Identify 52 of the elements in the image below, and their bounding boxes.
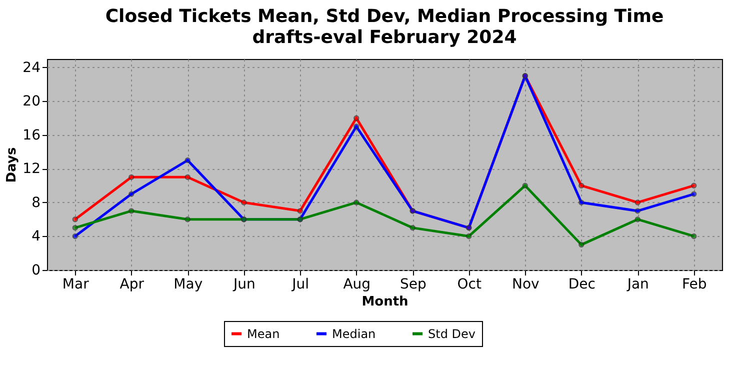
point: [184, 157, 190, 164]
point: [72, 233, 78, 240]
y-tick-label: 4: [32, 228, 41, 245]
point: [128, 174, 134, 180]
point: [578, 242, 584, 248]
y-tick-label: 24: [22, 60, 41, 76]
point: [522, 182, 528, 188]
point: [354, 124, 360, 130]
point: [691, 191, 697, 197]
x-tick-label: May: [174, 276, 203, 292]
point: [297, 208, 303, 214]
point: [184, 216, 190, 222]
point: [691, 182, 697, 188]
x-tick-label: Jun: [232, 276, 256, 292]
point: [634, 200, 640, 206]
x-tick-label: Dec: [568, 276, 596, 292]
y-axis-title: Days: [4, 147, 20, 183]
x-tick-label: Nov: [512, 276, 540, 292]
point: [128, 208, 134, 214]
legend-label: Mean: [247, 326, 280, 341]
point: [128, 191, 134, 197]
x-tick-label: Jul: [291, 276, 310, 292]
point: [241, 200, 247, 206]
point: [691, 233, 697, 240]
point: [634, 208, 640, 214]
point: [634, 216, 640, 222]
x-tick-label: Aug: [343, 276, 371, 292]
legend-label: Std Dev: [428, 326, 476, 341]
legend-label: Median: [332, 326, 376, 341]
point: [466, 233, 472, 240]
x-axis-title: Month: [362, 294, 408, 310]
point: [578, 182, 584, 188]
x-tick-label: Apr: [120, 276, 144, 292]
x-tick-label: Jan: [626, 276, 649, 292]
x-tick-label: Oct: [457, 276, 482, 292]
point: [578, 200, 584, 206]
y-tick-label: 20: [22, 94, 40, 110]
x-tick-label: Mar: [62, 276, 90, 292]
chart-title: Closed Tickets Mean, Std Dev, Median Processing Time: [105, 6, 664, 27]
y-tick-label: 16: [22, 127, 41, 144]
y-tick-label: 8: [32, 194, 40, 211]
y-tick-label: 0: [32, 262, 40, 278]
chart-subtitle: drafts-eval February 2024: [252, 27, 517, 48]
x-tick-label: Sep: [400, 276, 426, 292]
point: [72, 216, 78, 222]
x-tick-label: Feb: [682, 276, 707, 292]
point: [354, 200, 360, 206]
point: [410, 224, 416, 231]
point: [72, 224, 78, 231]
y-tick-label: 12: [22, 161, 40, 178]
point: [184, 174, 190, 180]
point: [354, 115, 360, 121]
